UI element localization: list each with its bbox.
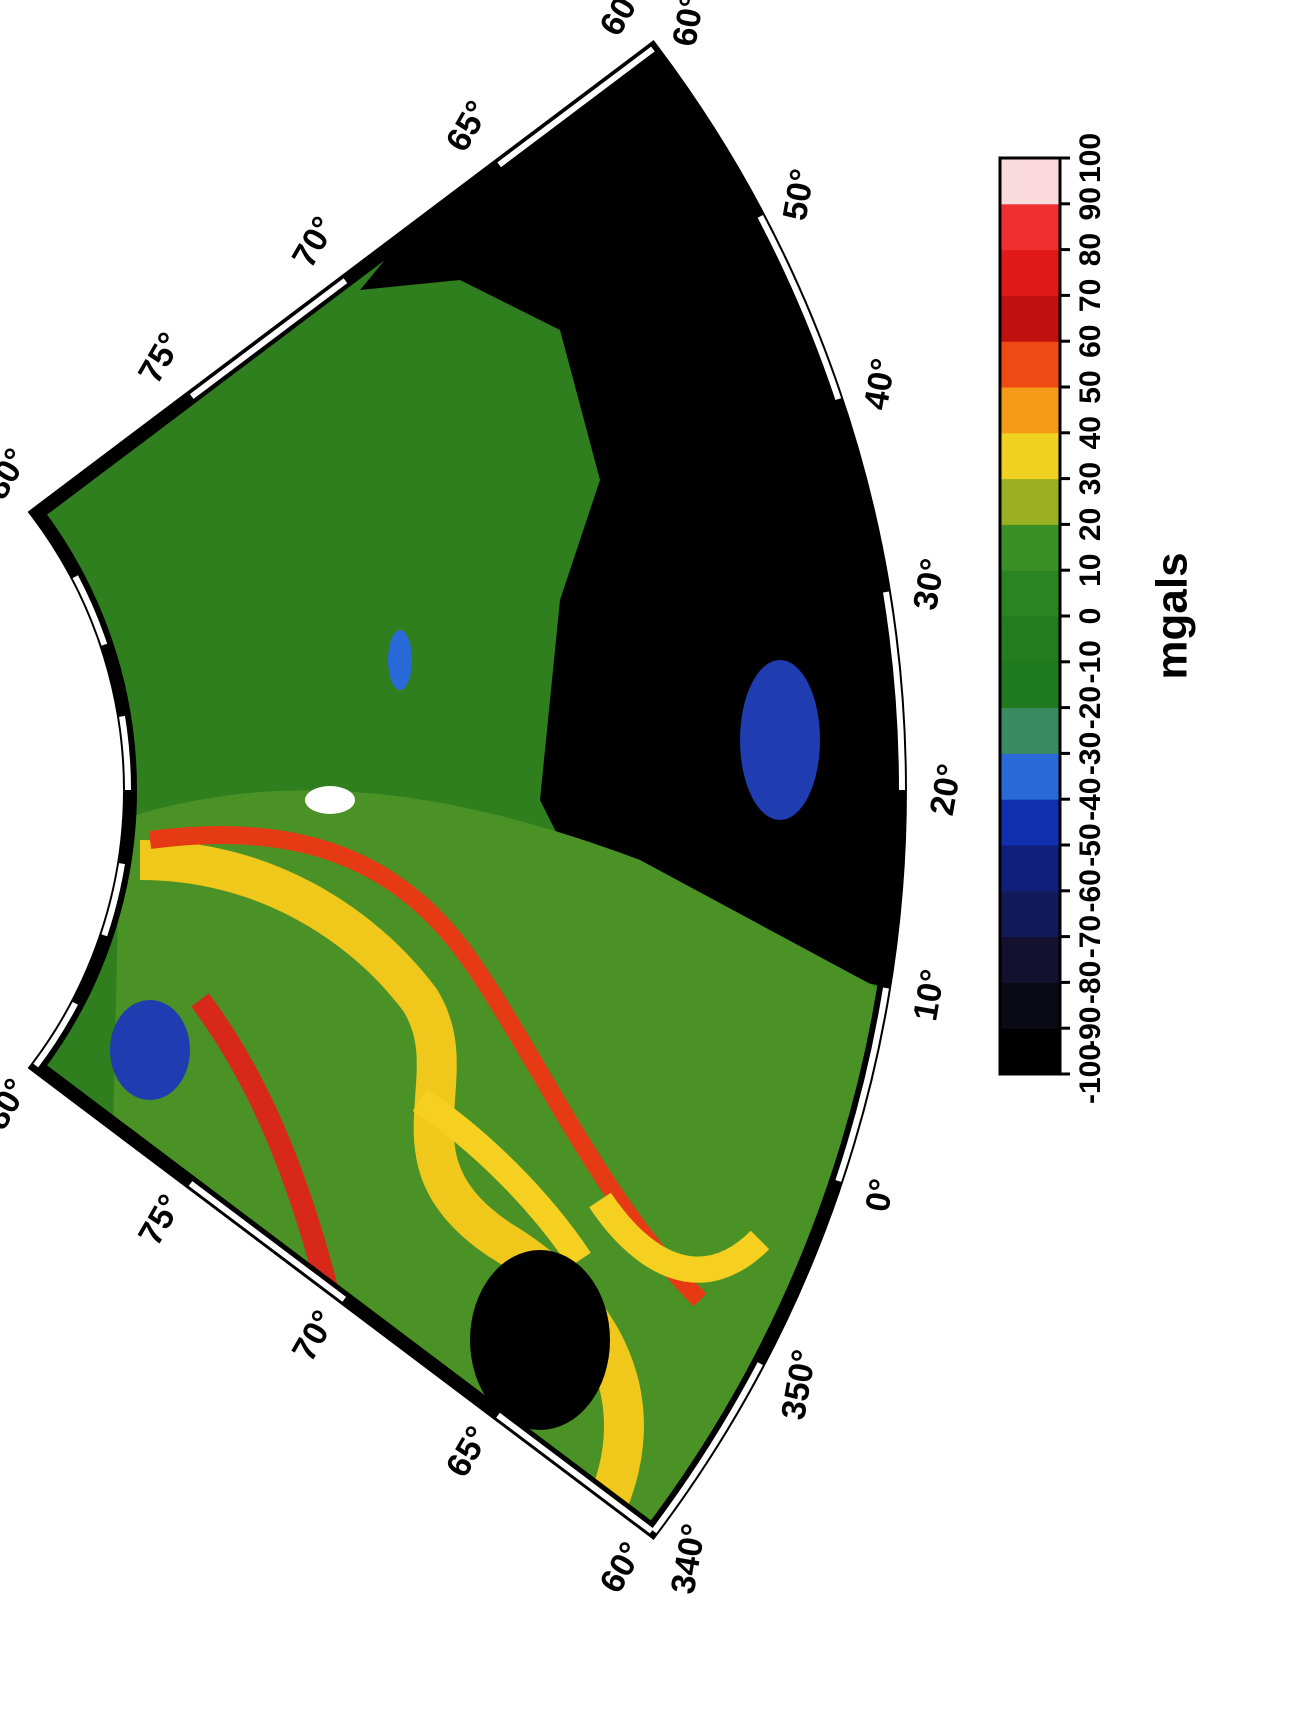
colorbar-segment: [1000, 982, 1060, 1028]
colorbar-segment: [1000, 616, 1060, 662]
colorbar-segment: [1000, 250, 1060, 296]
colorbar-tick-label: -50: [1074, 823, 1107, 866]
lat-tick-label: 80°: [0, 442, 36, 506]
colorbar-segment: [1000, 341, 1060, 387]
colorbar-segment: [1000, 937, 1060, 983]
colorbar-tick-label: 40: [1074, 416, 1107, 449]
lon-tick-label: 340°: [664, 1521, 714, 1597]
anomaly-low: [388, 630, 412, 690]
colorbar-tick-label: -70: [1074, 915, 1107, 958]
colorbar-tick-label: 60: [1074, 325, 1107, 358]
colorbar-tick-label: -60: [1074, 869, 1107, 912]
colorbar-segment: [1000, 524, 1060, 570]
lat-tick-label: 65°: [439, 95, 498, 159]
gravity-field: [0, 0, 1000, 1709]
colorbar-segment: [1000, 158, 1060, 204]
lon-tick-label: 350°: [774, 1347, 824, 1423]
map-figure: 340° 350° 0° 10° 20° 30° 40° 50° 60° 60° 60° 65° 65°…: [0, 0, 1302, 1709]
colorbar-tick-label: -90: [1074, 1007, 1107, 1050]
lon-tick-label: 30°: [906, 556, 952, 613]
colorbar-segment: [1000, 570, 1060, 616]
lon-tick-label: 10°: [906, 966, 952, 1023]
lon-tick-label: 20°: [923, 761, 969, 818]
colorbar-tick-label: -100: [1074, 1044, 1107, 1104]
colorbar-tick-label: 0: [1074, 608, 1107, 625]
lat-tick-label: 60°: [592, 1536, 651, 1600]
lon-tick-label: 60°: [665, 0, 711, 49]
colorbar-segment: [1000, 387, 1060, 433]
colorbar-segment: [1000, 295, 1060, 341]
colorbar-tick-label: 80: [1074, 233, 1107, 266]
lon-tick-label: 40°: [857, 356, 903, 413]
lat-tick-label: 70°: [285, 210, 344, 274]
lat-tick-label: 70°: [285, 1304, 344, 1368]
lat-tick-label: 75°: [131, 326, 190, 390]
lon-tick-label: 50°: [776, 166, 822, 223]
lon-tick-label: 0°: [858, 1176, 901, 1215]
colorbar: -100-90-80-70-60-50-40-30-20-10010203040…: [1000, 133, 1197, 1104]
colorbar-segment: [1000, 845, 1060, 891]
colorbar-tick-label: 90: [1074, 187, 1107, 220]
anomaly-high: [305, 786, 355, 814]
lat-tick-label: 80°: [0, 1072, 36, 1136]
colorbar-segment: [1000, 891, 1060, 937]
anomaly-low: [110, 1000, 190, 1100]
colorbar-tick-label: -80: [1074, 961, 1107, 1004]
colorbar-tick-label: -10: [1074, 640, 1107, 683]
colorbar-segment: [1000, 753, 1060, 799]
colorbar-tick-label: -40: [1074, 778, 1107, 821]
colorbar-segment: [1000, 1028, 1060, 1074]
anomaly-low: [740, 660, 820, 820]
lat-tick-label: 75°: [131, 1188, 190, 1252]
colorbar-segment: [1000, 433, 1060, 479]
colorbar-segment: [1000, 662, 1060, 708]
colorbar-tick-label: 30: [1074, 462, 1107, 495]
lat-tick-label: 60°: [592, 0, 651, 42]
colorbar-tick-label: 10: [1074, 554, 1107, 587]
colorbar-tick-label: 20: [1074, 508, 1107, 541]
colorbar-tick-label: -20: [1074, 686, 1107, 729]
lat-tick-label: 65°: [439, 1420, 498, 1484]
colorbar-tick-label: -30: [1074, 732, 1107, 775]
colorbar-label: mgals: [1148, 552, 1197, 679]
colorbar-tick-label: 50: [1074, 370, 1107, 403]
colorbar-segment: [1000, 204, 1060, 250]
colorbar-segment: [1000, 479, 1060, 525]
colorbar-tick-label: 70: [1074, 279, 1107, 312]
colorbar-tick-label: 100: [1074, 133, 1107, 183]
colorbar-segment: [1000, 708, 1060, 754]
colorbar-segment: [1000, 799, 1060, 845]
